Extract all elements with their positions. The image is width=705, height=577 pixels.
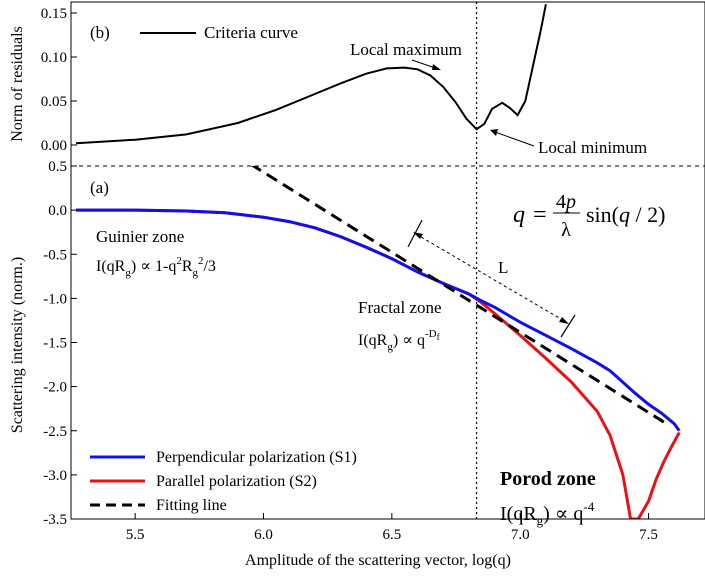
- y-tick-label-a: -3.0: [43, 468, 67, 484]
- length-dimension-line: [415, 233, 567, 323]
- y-tick-label-b: 0.15: [41, 6, 67, 22]
- local-maximum-arrowhead: [432, 64, 441, 70]
- fractal-formula: I(qRg) ∝ q-Df: [358, 328, 440, 353]
- x-tick-label: 5.5: [126, 527, 145, 543]
- y-tick-label-b: 0.05: [41, 94, 67, 110]
- legend-label-s2: Parallel polarization (S2): [156, 473, 317, 490]
- panel-label-b: (b): [90, 23, 110, 42]
- porod-zone-label: Porod zone: [500, 468, 596, 490]
- y-tick-label-a: -2.5: [43, 424, 67, 440]
- fractal-zone-label: Fractal zone: [358, 298, 442, 317]
- y-tick-label-a: -2.0: [43, 380, 67, 396]
- local-minimum-arrow: [494, 131, 535, 147]
- x-axis-label: Amplitude of the scattering vector, log(…: [245, 552, 511, 569]
- porod-formula: I(qRg) ∝ q-4: [500, 499, 595, 528]
- y-tick-label-b: 0.00: [41, 138, 67, 154]
- legend: Perpendicular polarization (S1) Parallel…: [90, 449, 357, 514]
- legend-label-fit: Fitting line: [156, 497, 227, 514]
- svg-text:q: q: [513, 202, 525, 228]
- length-arrowhead-left: [413, 232, 423, 239]
- y-axis-label-a: Scattering intensity (norm.): [9, 257, 26, 433]
- svg-text:sin(q / 2): sin(q / 2): [586, 202, 665, 227]
- local-minimum-label: Local minimum: [538, 138, 647, 157]
- y-tick-label-a: -3.5: [43, 512, 67, 528]
- y-tick-label-a: 0.5: [48, 159, 67, 175]
- length-arrowhead-right: [559, 317, 569, 324]
- svg-text:λ: λ: [561, 219, 571, 241]
- formula: q = 4p λ sin(q / 2): [513, 191, 665, 241]
- series-s1-perpendicular: [76, 208, 681, 432]
- length-marker-end: [560, 314, 576, 338]
- y-tick-label-b: 0.10: [41, 50, 67, 66]
- panel-label-a: (a): [90, 178, 109, 197]
- x-tick-label: 7.5: [639, 527, 658, 543]
- svg-text:=: =: [533, 202, 547, 228]
- length-label: L: [498, 258, 508, 277]
- x-tick-label: 6.5: [382, 527, 401, 543]
- svg-text:4p: 4p: [556, 191, 576, 213]
- guinier-zone-label: Guinier zone: [96, 227, 184, 246]
- y-tick-label-a: 0.0: [48, 203, 67, 219]
- criteria-legend-label: Criteria curve: [204, 23, 298, 42]
- criteria-curve: [76, 4, 547, 145]
- legend-label-s1: Perpendicular polarization (S1): [156, 449, 357, 466]
- y-axis-label-b: Norm of residuals: [9, 26, 26, 142]
- fitting-line: [250, 166, 668, 425]
- x-tick-label: 7.0: [511, 527, 530, 543]
- guinier-formula: I(qRg) ∝ 1-q2Rg2/3: [96, 255, 216, 279]
- x-tick-label: 6.0: [254, 527, 273, 543]
- local-maximum-label: Local maximum: [350, 40, 462, 59]
- y-tick-label-a: -0.5: [43, 247, 67, 263]
- y-tick-label-a: -1.5: [43, 336, 67, 352]
- y-tick-label-a: -1.0: [43, 291, 67, 307]
- local-minimum-arrowhead: [490, 129, 498, 136]
- plot-frame: [70, 1, 705, 520]
